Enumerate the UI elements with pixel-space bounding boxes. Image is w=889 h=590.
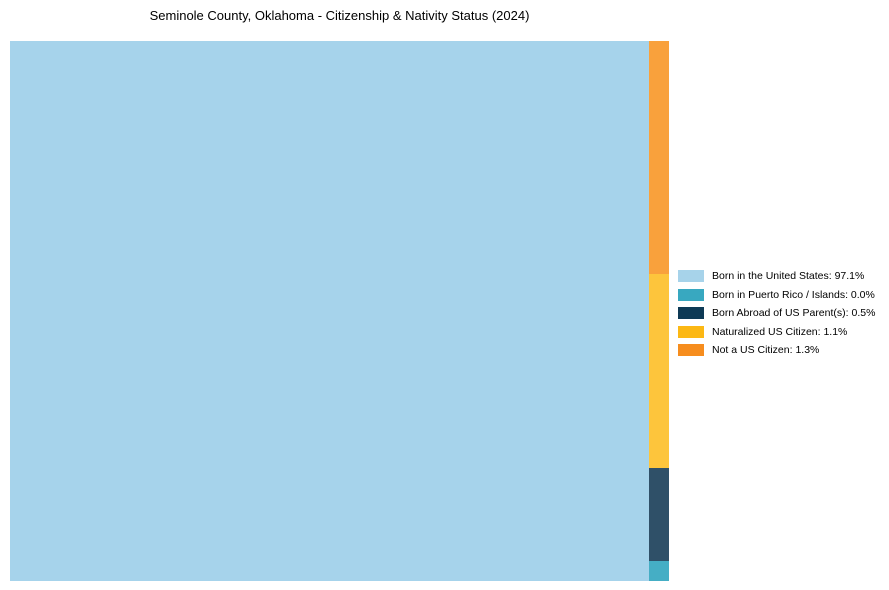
legend-swatch-icon	[678, 344, 704, 357]
legend-item: Born in Puerto Rico / Islands: 0.0%	[678, 286, 875, 305]
legend-item: Not a US Citizen: 1.3%	[678, 341, 875, 360]
legend-item: Born Abroad of US Parent(s): 0.5%	[678, 304, 875, 323]
treemap-rect-naturalized-us-citizen	[649, 274, 669, 468]
legend-swatch-icon	[678, 270, 704, 283]
legend-swatch-icon	[678, 307, 704, 320]
legend-swatch-icon	[678, 325, 704, 338]
legend-item: Naturalized US Citizen: 1.1%	[678, 323, 875, 342]
legend-swatch-icon	[678, 288, 704, 301]
treemap	[10, 41, 669, 581]
treemap-rect-not-a-us-citizen	[649, 41, 669, 274]
chart-title: Seminole County, Oklahoma - Citizenship …	[149, 8, 530, 23]
legend-label: Born Abroad of US Parent(s): 0.5%	[712, 307, 876, 319]
legend-label: Born in the United States: 97.1%	[712, 270, 865, 282]
treemap-rect-born-in-puerto-rico-islands	[649, 561, 669, 581]
legend-label: Not a US Citizen: 1.3%	[712, 344, 820, 356]
treemap-rect-born-in-the-united-states	[10, 41, 649, 581]
treemap-rect-born-abroad-of-us-parents	[649, 468, 669, 561]
legend-item: Born in the United States: 97.1%	[678, 267, 875, 286]
legend: Born in the United States: 97.1% Born in …	[678, 267, 875, 360]
legend-label: Naturalized US Citizen: 1.1%	[712, 325, 848, 338]
legend-label: Born in Puerto Rico / Islands: 0.0%	[712, 288, 875, 301]
